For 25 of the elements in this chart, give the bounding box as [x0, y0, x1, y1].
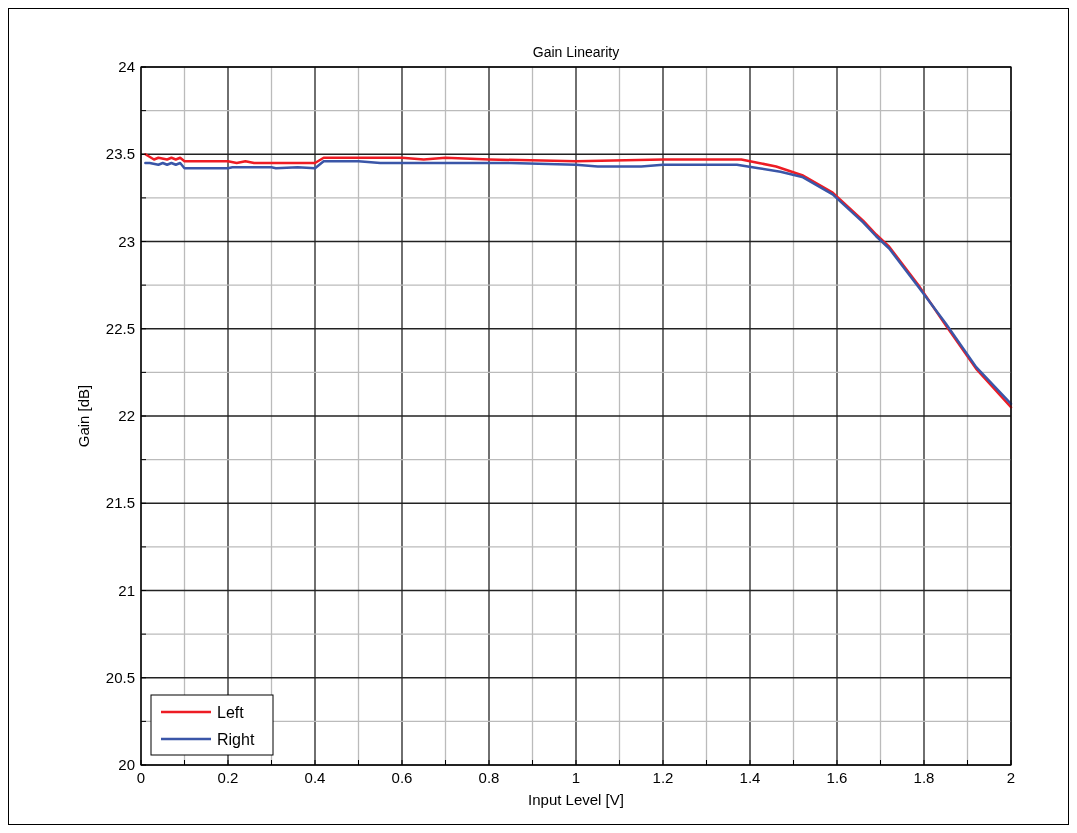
y-tick-label: 23.5: [105, 145, 135, 163]
y-tick-label: 20.5: [105, 668, 135, 686]
x-tick-label: 1.2: [652, 769, 674, 786]
x-tick-label: 1.6: [826, 769, 848, 786]
x-tick-label: 2: [1006, 769, 1016, 786]
y-tick-label: 22.5: [105, 319, 135, 337]
y-axis-title: Gain [dB]: [75, 384, 92, 448]
legend-label: Left: [217, 704, 245, 721]
x-tick-label: 0.6: [391, 769, 413, 786]
x-tick-label: 0.2: [217, 769, 239, 786]
y-tick-label: 21.5: [105, 494, 135, 512]
x-tick-label: 0: [136, 769, 146, 786]
y-tick-label: 21: [118, 581, 135, 599]
x-tick-label: 0.8: [478, 769, 500, 786]
chart-title: Gain Linearity: [532, 44, 620, 60]
y-tick-label: 23: [118, 232, 135, 250]
x-tick-label: 1.8: [913, 769, 935, 786]
y-tick-label: 20: [118, 756, 135, 773]
y-tick-label: 24: [118, 58, 135, 75]
y-tick-label: 22: [118, 407, 135, 424]
x-tick-label: 1.4: [739, 769, 761, 786]
x-axis-title: Input Level [V]: [528, 791, 624, 808]
legend-label: Right: [217, 731, 255, 748]
x-tick-label: 0.4: [304, 769, 326, 786]
x-tick-label: 1: [571, 769, 581, 786]
